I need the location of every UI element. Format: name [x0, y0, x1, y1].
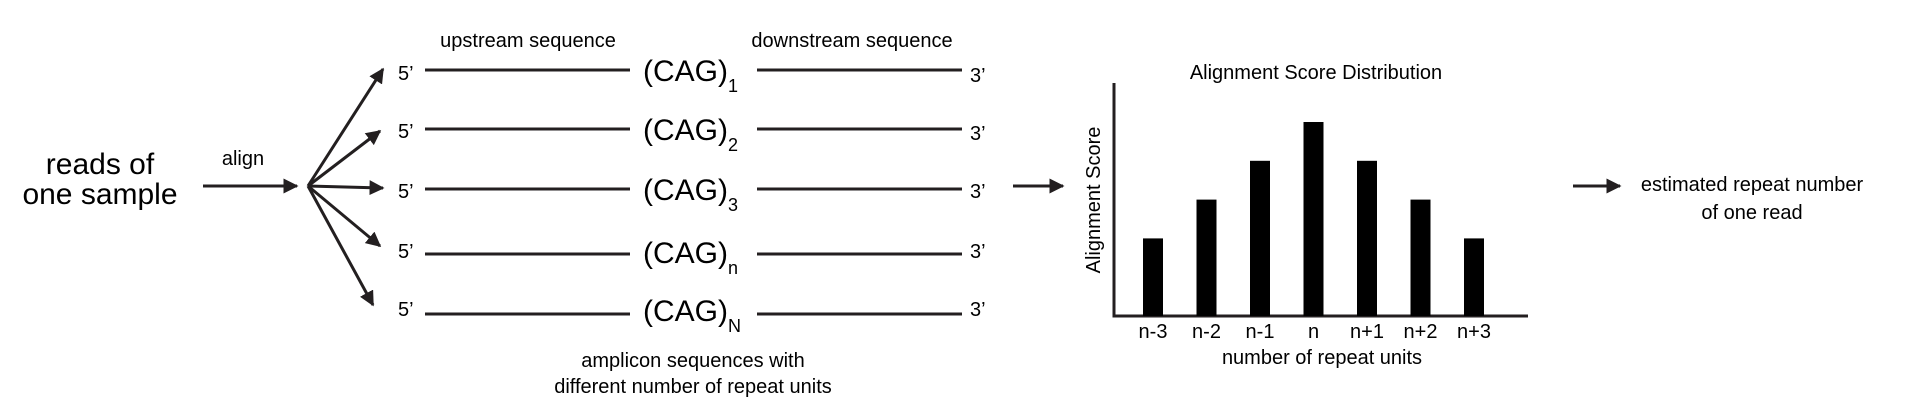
bar-n-2 — [1196, 199, 1217, 316]
amplicon-row-3: 5’ (CAG)3 3’ — [398, 174, 986, 215]
bar-n+1 — [1357, 160, 1377, 316]
input-label-line2: one sample — [22, 178, 177, 211]
row-3-repeat-subscript: 3 — [728, 195, 738, 215]
chart-title: Alignment Score Distribution — [1190, 62, 1442, 84]
row-2-3prime: 3’ — [970, 123, 986, 145]
row-5-5prime: 5’ — [398, 299, 414, 321]
tick-label-n-3: n-3 — [1139, 321, 1168, 343]
chart-tick-labels: n-3 n-2 n-1 n n+1 n+2 n+3 — [1139, 321, 1491, 343]
amplicon-row-1: 5’ (CAG)1 3’ — [398, 55, 986, 96]
row-5-repeat-subscript: N — [728, 316, 741, 336]
output-label-line1: estimated repeat number — [1641, 174, 1864, 196]
row-3-3prime: 3’ — [970, 181, 986, 203]
output-label-line2: of one read — [1701, 202, 1802, 224]
fan-arrow-5 — [306, 185, 375, 307]
row-1-5prime: 5’ — [398, 63, 414, 85]
bar-n-3 — [1143, 238, 1163, 316]
row-4-repeat-text: (CAG) — [643, 237, 728, 270]
fan-arrow-4 — [307, 184, 382, 248]
bar-n+2 — [1410, 199, 1431, 316]
row-1-repeat-subscript: 1 — [728, 76, 738, 96]
row-3-5prime: 5’ — [398, 181, 414, 203]
chart-bars — [1143, 122, 1484, 316]
row-1-repeat: (CAG)1 — [643, 55, 738, 96]
fan-arrow-1 — [306, 67, 385, 187]
row-4-3prime: 3’ — [970, 241, 986, 263]
fan-arrow-2 — [307, 129, 382, 188]
fan-arrow-3 — [307, 180, 385, 196]
fan-arrows — [306, 67, 385, 307]
row-5-3prime: 3’ — [970, 299, 986, 321]
bar-n — [1303, 122, 1324, 316]
input-label-line1: reads of — [46, 148, 155, 181]
row-5-repeat: (CAG)N — [643, 295, 741, 336]
row-2-repeat: (CAG)2 — [643, 114, 738, 155]
row-4-repeat: (CAG)n — [643, 237, 738, 278]
row-2-repeat-subscript: 2 — [728, 135, 738, 155]
align-label: align — [222, 148, 264, 170]
chart-ylabel: Alignment Score — [1083, 127, 1105, 274]
alignment-score-chart: Alignment Score Distribution Alignment S… — [1083, 62, 1528, 369]
row-1-3prime: 3’ — [970, 65, 986, 87]
row-4-5prime: 5’ — [398, 241, 414, 263]
tick-label-n+1: n+1 — [1350, 321, 1384, 343]
amplicon-caption-line2: different number of repeat units — [554, 376, 832, 398]
tick-label-n+3: n+3 — [1457, 321, 1491, 343]
row-2-repeat-text: (CAG) — [643, 114, 728, 147]
amplicon-row-4: 5’ (CAG)n 3’ — [398, 237, 986, 278]
tick-label-n-1: n-1 — [1246, 321, 1275, 343]
amplicon-row-2: 5’ (CAG)2 3’ — [398, 114, 986, 155]
amplicon-row-5: 5’ (CAG)N 3’ — [398, 295, 986, 336]
row-3-repeat-text: (CAG) — [643, 174, 728, 207]
bar-n-1 — [1250, 160, 1270, 316]
amplicon-caption-line1: amplicon sequences with — [581, 350, 804, 372]
tick-label-n+2: n+2 — [1404, 321, 1438, 343]
row-5-repeat-text: (CAG) — [643, 295, 728, 328]
chart-xlabel: number of repeat units — [1222, 347, 1422, 369]
tick-label-n-2: n-2 — [1192, 321, 1221, 343]
upstream-label: upstream sequence — [440, 30, 616, 52]
row-3-repeat: (CAG)3 — [643, 174, 738, 215]
row-1-repeat-text: (CAG) — [643, 55, 728, 88]
downstream-label: downstream sequence — [751, 30, 952, 52]
row-4-repeat-subscript: n — [728, 258, 738, 278]
bar-n+3 — [1464, 238, 1484, 316]
row-2-5prime: 5’ — [398, 121, 414, 143]
tick-label-n: n — [1308, 321, 1319, 343]
